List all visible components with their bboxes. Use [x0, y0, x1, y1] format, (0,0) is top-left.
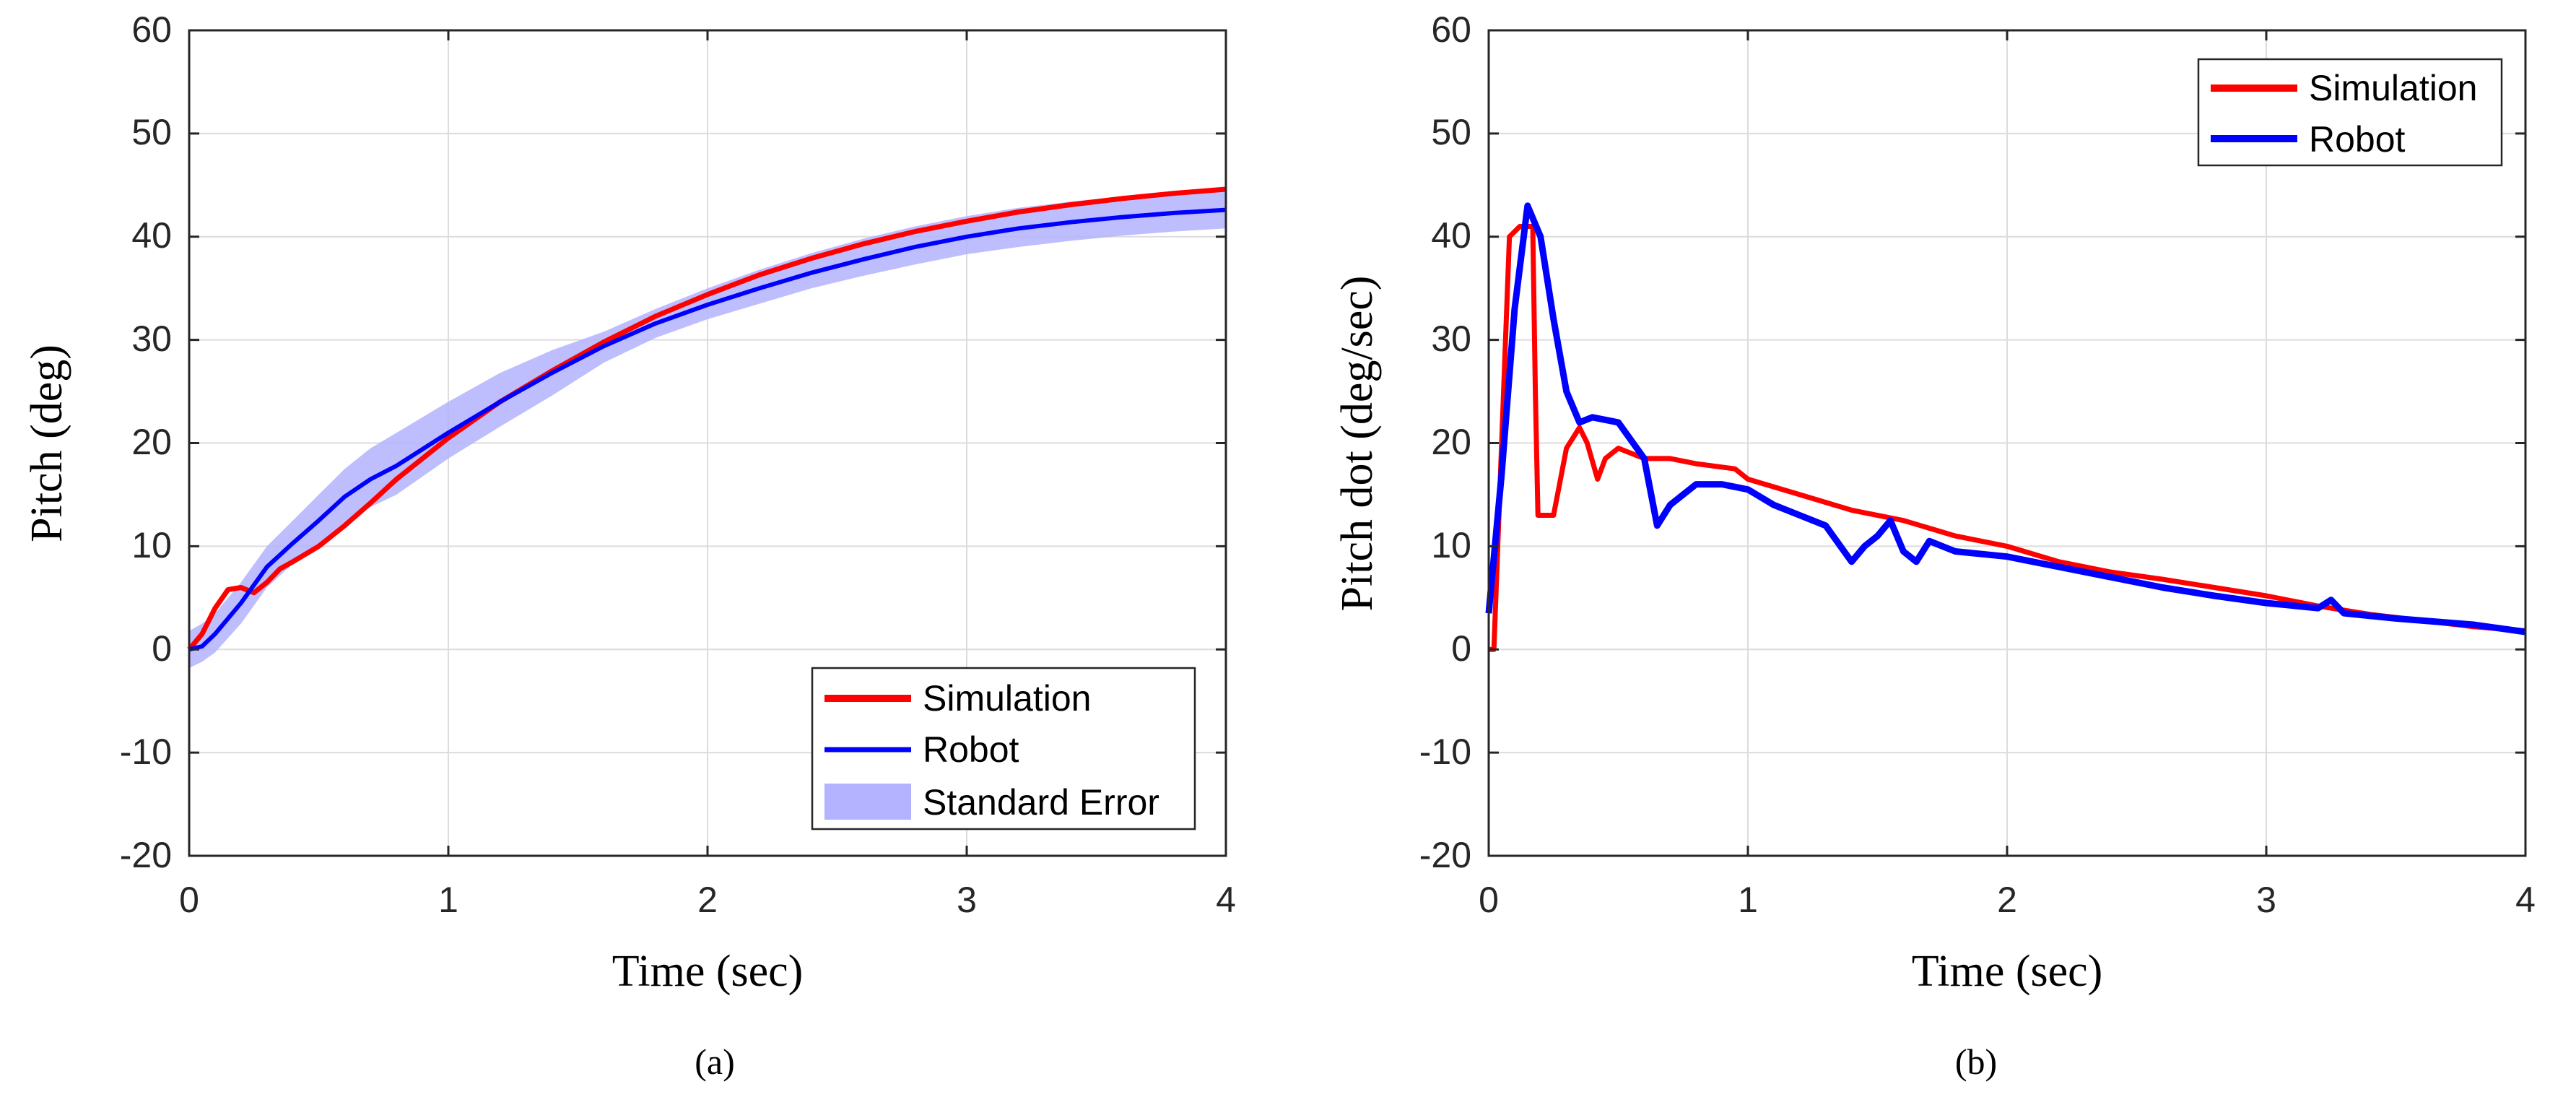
panel-a-legend-simulation-label: Simulation — [923, 678, 1091, 719]
panel-b-legend-robot-label: Robot — [2309, 119, 2406, 160]
panel-b-ytick-label: -20 — [1419, 835, 1471, 875]
panel-a-ytick-label: 20 — [131, 422, 172, 462]
panel-b-ytick-label: 10 — [1431, 525, 1471, 565]
panel-b-ytick-label: 60 — [1431, 9, 1471, 50]
panel-a-ytick-label: -10 — [120, 732, 172, 772]
panel-a-ytick-label: 10 — [131, 525, 172, 565]
panel-a-ytick-label: 60 — [131, 9, 172, 50]
panel-a-tick-marks — [188, 29, 1227, 857]
panel-a-ytick-label: 40 — [131, 215, 172, 256]
panel-a: -20 -10 0 10 20 30 40 50 60 0 1 2 3 4 Ti… — [22, 9, 1236, 1082]
panel-b-xtick-label: 4 — [2515, 880, 2536, 920]
panel-b-xtick-label: 3 — [2256, 880, 2276, 920]
panel-a-xtick-label: 1 — [438, 880, 458, 920]
panel-a-xtick-label: 2 — [697, 880, 718, 920]
panel-a-legend: Simulation Robot Standard Error — [811, 667, 1196, 831]
panel-b: -20 -10 0 10 20 30 40 50 60 0 1 2 3 4 Ti… — [1333, 9, 2536, 1082]
panel-a-xtick-label: 4 — [1216, 880, 1236, 920]
panel-b-xtick-label: 1 — [1738, 880, 1758, 920]
panel-b-legend-box — [2197, 58, 2503, 167]
panel-b-xtick-label: 0 — [1479, 880, 1499, 920]
panel-b-caption: (b) — [1955, 1041, 1997, 1082]
panel-b-ytick-label: 0 — [1451, 628, 1471, 669]
panel-b-tick-marks — [1487, 29, 2527, 857]
panel-b-y-axis-title: Pitch dot (deg/sec) — [1333, 276, 1382, 612]
panel-a-xtick-label: 3 — [957, 880, 977, 920]
panel-a-ytick-label: 0 — [152, 628, 172, 669]
panel-a-caption: (a) — [695, 1041, 735, 1082]
panel-b-robot-line — [1485, 202, 2526, 636]
panel-b-ytick-label: -10 — [1419, 732, 1471, 772]
panel-b-legend: Simulation Robot — [2197, 58, 2503, 167]
panel-a-ytick-label: -20 — [120, 835, 172, 875]
panel-a-x-axis-title: Time (sec) — [612, 947, 804, 996]
panel-a-legend-standard-error-label: Standard Error — [923, 782, 1159, 823]
panel-a-legend-robot-label: Robot — [923, 729, 1019, 770]
panel-a-legend-standard-error-swatch — [824, 784, 911, 820]
panel-b-ytick-label: 50 — [1431, 112, 1471, 152]
panel-a-y-axis-title: Pitch (deg) — [22, 344, 71, 542]
panel-a-ytick-label: 30 — [131, 318, 172, 359]
panel-a-ytick-label: 50 — [131, 112, 172, 152]
panel-b-legend-simulation-label: Simulation — [2309, 68, 2477, 108]
panel-b-xtick-label: 2 — [1997, 880, 2017, 920]
panel-a-xtick-label: 0 — [179, 880, 199, 920]
panel-b-ytick-label: 40 — [1431, 215, 1471, 256]
panel-b-x-axis-title: Time (sec) — [1912, 947, 2103, 996]
panel-a-robot-line — [188, 207, 1227, 652]
panel-b-ytick-label: 30 — [1431, 318, 1471, 359]
panel-b-simulation-line — [1489, 224, 2526, 652]
panel-b-ytick-label: 20 — [1431, 422, 1471, 462]
